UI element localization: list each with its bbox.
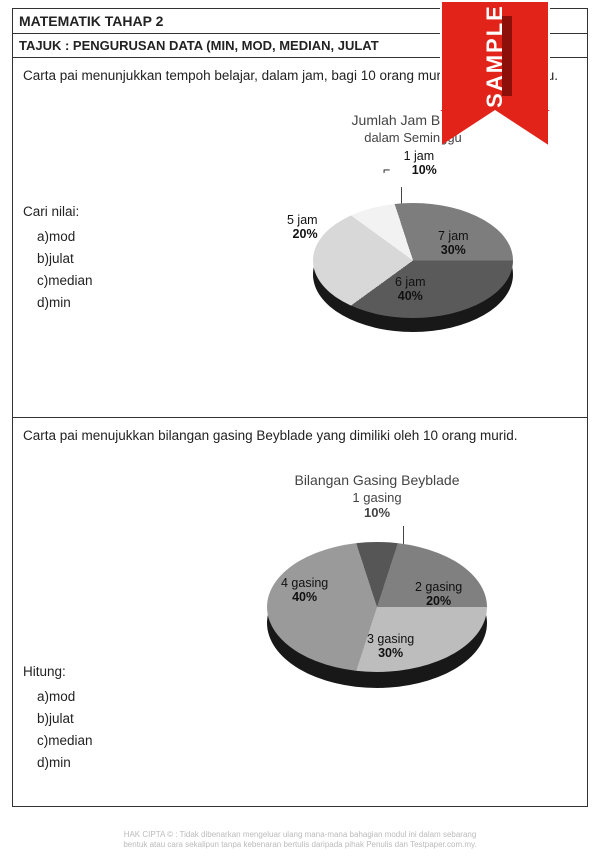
chart-1-slice-7jam-label: 7 jam [438,229,469,243]
chart-1-slice-5jam-label: 5 jam [287,213,318,227]
pie-chart-1: 7 jam 30% 6 jam 40% [313,203,513,318]
chart-2-slice-1g-pct: 10% [364,505,390,520]
sample-ribbon: SAMPLE [440,2,550,152]
chart-1-slice-1jam-label: 1 jam [404,149,435,163]
chart-1-slice-7jam-pct: 30% [441,243,466,257]
question-2: Carta pai menujukkan bilangan gasing Bey… [13,418,587,806]
chart-2-slice-4g-pct: 40% [292,590,317,604]
sample-ribbon-text: SAMPLE [482,4,508,108]
chart-2-title: Bilangan Gasing Beyblade [197,472,557,490]
pie-chart-2: 2 gasing 20% 3 gasing 30% 4 gasing 40% [267,542,487,672]
chart-2-slice-2g-pct: 20% [426,594,451,608]
q2-opt-d: d)min [37,755,577,770]
chart-2-slice-2g-label: 2 gasing [415,580,462,594]
chart-2-slice-3g-label: 3 gasing [367,632,414,646]
chart-2-slice-1g-label: 1 gasing [352,490,401,505]
chart-1-slice-1jam-pct: 10% [412,163,437,177]
chart-2-slice-4g-label: 4 gasing [281,576,328,590]
question-2-text: Carta pai menujukkan bilangan gasing Bey… [23,426,577,446]
q2-opt-c: c)median [37,733,577,748]
footer-copyright: HAK CIPTA © : Tidak dibenarkan mengeluar… [0,830,600,850]
chart-2-slice-3g-pct: 30% [378,646,403,660]
chart-2: Bilangan Gasing Beyblade 1 gasing 10% 2 … [197,466,557,734]
chart-1-slice-6jam-pct: 40% [398,289,423,303]
chart-1-slice-6jam-label: 6 jam [395,275,426,289]
chart-1-slice-5jam-pct: 20% [293,227,318,241]
